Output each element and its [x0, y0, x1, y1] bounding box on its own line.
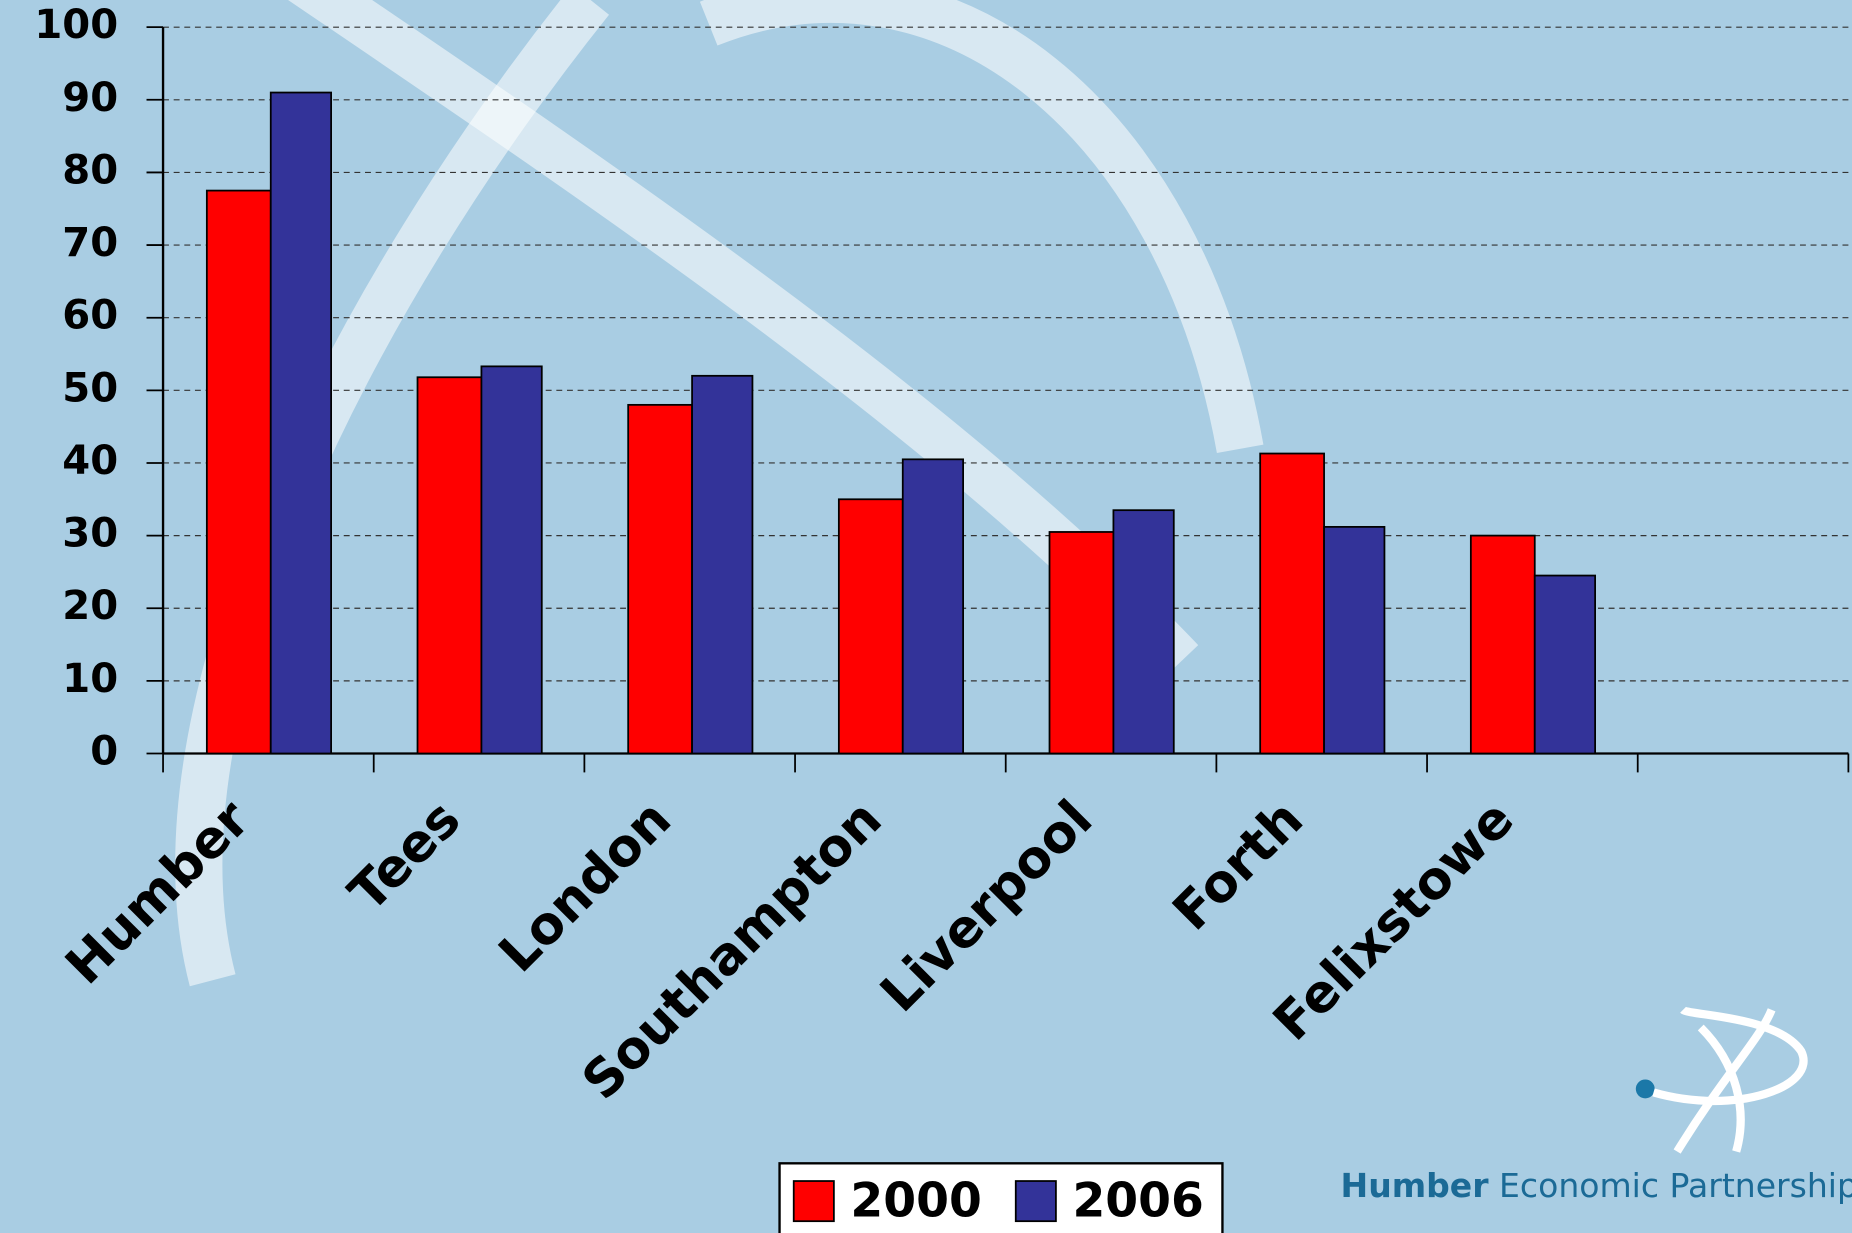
bar	[691, 374, 754, 755]
y-tick-label: 100	[34, 2, 118, 48]
y-tick-label: 80	[62, 147, 118, 193]
y-tick-label: 10	[62, 656, 118, 702]
logo-text: Humber Economic Partnership	[1341, 1165, 1852, 1204]
bar	[269, 91, 332, 755]
y-tick-label: 90	[62, 75, 118, 121]
y-tick-label: 70	[62, 220, 118, 266]
logo-rest: Economic Partnership	[1499, 1165, 1852, 1204]
bar	[1323, 525, 1386, 755]
y-tick-label: 50	[62, 365, 118, 411]
bar	[627, 403, 693, 755]
bar	[1048, 531, 1115, 755]
legend-label: 2000	[850, 1173, 981, 1228]
bar	[901, 458, 964, 755]
y-tick-label: 30	[62, 511, 118, 557]
bar	[416, 376, 483, 755]
y-tick-label: 0	[90, 729, 118, 775]
y-tick-label: 40	[62, 438, 118, 484]
logo-dot	[1635, 1079, 1655, 1099]
bar	[205, 189, 272, 755]
logo-swirl	[1652, 1006, 1808, 1154]
legend-swatch	[1014, 1180, 1057, 1223]
bar	[480, 365, 543, 755]
logo-bold: Humber	[1341, 1165, 1490, 1204]
y-tick-label: 60	[62, 293, 118, 339]
bar	[1533, 574, 1596, 755]
bar	[1469, 534, 1536, 755]
legend-label: 2006	[1072, 1173, 1203, 1228]
legend-swatch	[792, 1180, 835, 1223]
legend-box	[778, 1162, 1224, 1233]
bar	[1259, 452, 1325, 755]
bar	[1112, 509, 1175, 755]
y-tick-label: 20	[62, 583, 118, 629]
bar	[837, 498, 904, 755]
logo: Humber Economic Partnership	[1341, 1006, 1852, 1204]
